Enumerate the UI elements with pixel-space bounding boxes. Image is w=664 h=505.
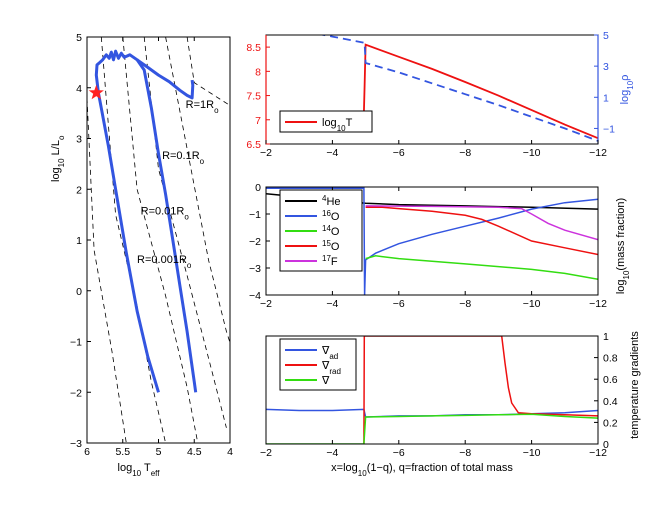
grad-y-tick-label: 1 (603, 331, 609, 343)
temp-plot-area (319, 35, 598, 142)
hr-y-tick-label: −1 (70, 337, 82, 349)
radius-label: R=1Ro (186, 99, 219, 115)
temp-y-tick-label: 6.5 (246, 139, 261, 151)
grad-x-tick-label: −12 (589, 447, 607, 459)
grad-x-tick-label: −4 (326, 447, 338, 459)
abund-x-tick-label: −6 (393, 298, 405, 310)
abund-y-tick-label: −4 (249, 290, 261, 302)
radius-line (87, 97, 127, 443)
hr-y-tick-label: −2 (70, 387, 82, 399)
radius-label: R=0.1Ro (162, 150, 205, 166)
grad-x-tick-label: −6 (393, 447, 405, 459)
temperature-density-panel: −2 −4 −6 −8 −10 −12 6.5 7 7.5 8 8.5 −1 1 3 5 log10ρ log1… (246, 30, 635, 159)
temp-y-tick-label: 8.5 (246, 42, 261, 54)
legend-label: 14O (322, 224, 340, 239)
hr-plot-area (87, 37, 230, 443)
grad-plot-area (266, 336, 598, 444)
temp-x-tick-label: −6 (393, 147, 405, 159)
temp-y-tick-label: 8 (255, 66, 261, 78)
hr-y-tick-label: 0 (76, 286, 82, 298)
evolution-track-branch (136, 58, 195, 100)
abund-x-tick-label: −2 (260, 298, 272, 310)
f17-line (365, 205, 598, 241)
legend-label: ∇rad (321, 360, 341, 376)
star-marker (88, 84, 104, 100)
temp-x-tick-label: −8 (459, 147, 471, 159)
hr-diagram-panel: R=1Ro R=0.1Ro R=0.01Ro R=0.001Ro 6 5.5 5 4.5 4 −3… (50, 32, 233, 478)
abund-y-axis-label: log10(mass fraction) (615, 198, 631, 294)
temp-x-tick-label: −2 (260, 147, 272, 159)
evolution-track (94, 49, 198, 393)
legend-label: ∇ad (321, 345, 338, 361)
o15-line (365, 206, 598, 256)
hr-y-axis-label: log10 L/Lo (50, 135, 66, 182)
legend-label: log10T (322, 117, 353, 133)
density-y-tick-label: −1 (603, 123, 615, 135)
radius-line (143, 37, 227, 428)
radius-label: R=0.001Ro (137, 254, 192, 270)
hr-x-tick-label: 6 (84, 446, 90, 458)
abund-y-tick-label: 0 (255, 182, 261, 194)
hr-y-tick-label: 2 (76, 184, 82, 196)
grad-axes-frame (265, 335, 599, 445)
nabla-rad-line (363, 336, 598, 444)
grad-x-axis-label: x=log10(1−q), q=fraction of total mass (331, 462, 513, 478)
abund-x-tick-label: −4 (326, 298, 338, 310)
temp-x-tick-label: −12 (589, 147, 607, 159)
abund-x-tick-label: −12 (589, 298, 607, 310)
hr-y-tick-label: −3 (70, 438, 82, 450)
density-y-tick-label: 5 (603, 30, 609, 42)
hr-x-tick-label: 5.5 (115, 446, 130, 458)
grad-x-tick-label: −10 (523, 447, 541, 459)
radius-label: R=0.01Ro (141, 206, 190, 222)
density-axis-label: log10ρ (619, 75, 635, 105)
hr-y-tick-label: 4 (76, 83, 82, 95)
legend-label: 15O (322, 239, 340, 254)
grad-y-tick-label: 0.6 (603, 374, 618, 386)
hr-x-tick-label: 5 (156, 446, 162, 458)
grad-y-tick-label: 0.8 (603, 353, 618, 365)
legend-label: ∇ (321, 375, 330, 387)
radius-line (122, 37, 199, 443)
gradient-panel: −2 −4 −6 −8 −10 −120 0.2 0.4 0.6 0.8 1 temperature … (260, 331, 641, 478)
radius-line (186, 37, 230, 108)
grad-y-tick-label: 0.4 (603, 396, 618, 408)
o16-line (266, 187, 598, 295)
o14-line (365, 255, 598, 281)
grad-y-tick-label: 0.2 (603, 417, 618, 429)
grad-x-tick-label: −2 (260, 447, 272, 459)
hr-y-tick-label: 5 (76, 32, 82, 44)
legend-label: 17F (322, 254, 338, 269)
hr-x-tick-label: 4.5 (187, 446, 202, 458)
hr-y-tick-label: 1 (76, 235, 82, 247)
abund-x-tick-label: −8 (459, 298, 471, 310)
legend-label: 4He (322, 194, 341, 209)
nabla-line (266, 413, 598, 444)
temp-x-tick-label: −10 (523, 147, 541, 159)
temp-legend (279, 110, 373, 133)
abund-y-tick-label: −3 (249, 263, 261, 275)
hr-y-tick-label: 3 (76, 134, 82, 146)
abund-y-tick-label: −1 (249, 209, 261, 221)
temp-x-tick-label: −4 (326, 147, 338, 159)
density-line (319, 35, 598, 142)
grad-y-tick-label: 0 (603, 439, 609, 451)
hr-x-axis-label: log10 Teff (118, 462, 161, 478)
density-y-tick-label: 3 (603, 61, 609, 73)
temperature-line (363, 43, 598, 140)
legend-label: 16O (322, 209, 340, 224)
radius-line (165, 37, 230, 344)
abund-x-tick-label: −10 (523, 298, 541, 310)
temp-y-tick-label: 7.5 (246, 91, 261, 103)
temp-y-tick-label: 7 (255, 115, 261, 127)
density-y-tick-label: 1 (603, 92, 609, 104)
grad-x-tick-label: −8 (459, 447, 471, 459)
grad-y-axis-label: temperature gradients (629, 331, 641, 439)
hr-x-tick-label: 4 (227, 446, 233, 458)
abund-y-tick-label: −2 (249, 236, 261, 248)
